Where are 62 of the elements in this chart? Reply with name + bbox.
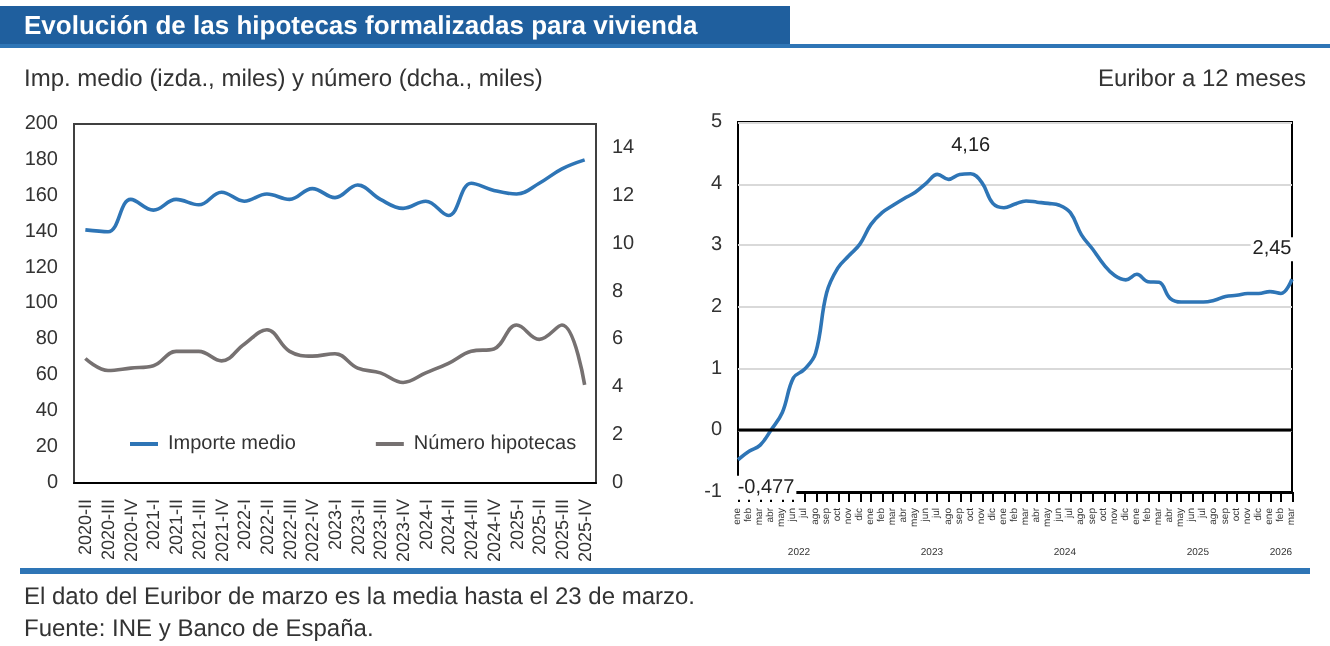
line-series bbox=[736, 172, 1294, 462]
x-tick-label: 2023-II bbox=[347, 498, 368, 556]
x-tick-label: 2021-III bbox=[188, 498, 209, 561]
y-tick-label: 3 bbox=[710, 234, 723, 257]
x-tick-label: 2021-IV bbox=[211, 498, 232, 563]
y2-tick-label: 0 bbox=[612, 471, 624, 494]
x-tick-label: 2020-II bbox=[75, 498, 96, 556]
x-tick-label: 2021-II bbox=[166, 498, 187, 556]
text: El dato del Euribor de marzo es la media hasta el 23 de marzo. bbox=[24, 580, 696, 612]
x-tick-label: 2024-IV bbox=[483, 498, 504, 563]
y2-tick-label: 6 bbox=[612, 328, 624, 351]
y-tick-label: -1 bbox=[704, 481, 723, 503]
x-tick-label: 2022-II bbox=[256, 498, 277, 556]
y2-tick-label: 14 bbox=[612, 136, 636, 159]
chart-title: Evolución de las hipotecas formalizadas para vivienda bbox=[0, 6, 790, 44]
x-tick-label: 2023-III bbox=[370, 498, 391, 561]
x-tick-label: 2022-IV bbox=[302, 498, 323, 563]
chart-subtitle: Imp. medio (izda., miles) y número (dcha., miles) bbox=[24, 64, 543, 92]
legend-label: Número hipotecas bbox=[413, 433, 577, 455]
y2-tick-label: 4 bbox=[612, 376, 624, 399]
x-tick-label: 2024-I bbox=[415, 498, 436, 551]
x-tick-label: 2023-I bbox=[325, 498, 345, 551]
y2-tick-label: 10 bbox=[612, 232, 636, 255]
chart-title: Euribor a 12 meses bbox=[1097, 64, 1306, 92]
x-tick-label: 2020-III bbox=[98, 498, 119, 561]
x-tick-label: 2024-II bbox=[438, 498, 459, 556]
x-tick-label: 2025-I bbox=[506, 498, 527, 551]
x-tick-label: 2025-II bbox=[529, 498, 550, 556]
x-tick-label: 2022-III bbox=[279, 498, 300, 561]
y-tick-label: 180 bbox=[24, 148, 59, 171]
y-tick-label: 60 bbox=[35, 364, 59, 387]
legend-label: Importe medio bbox=[168, 433, 297, 455]
y2-tick-label: 8 bbox=[612, 280, 624, 303]
y-tick-label: 5 bbox=[710, 111, 723, 133]
x-tick-label: 2021-I bbox=[143, 498, 164, 551]
line-series bbox=[83, 323, 587, 387]
y-tick-label: 80 bbox=[35, 328, 59, 351]
data-label: 4,16 bbox=[951, 134, 992, 157]
x-tick-label: 2022-I bbox=[234, 498, 255, 551]
y-tick-label: 2 bbox=[710, 296, 723, 318]
y-tick-label: 100 bbox=[24, 292, 59, 315]
source-note: Fuente: INE y Banco de España. bbox=[24, 612, 376, 644]
x-tick-label: 2024-III bbox=[461, 498, 482, 561]
y-tick-label: 4 bbox=[710, 172, 723, 195]
y-tick-label: 0 bbox=[710, 419, 723, 442]
x-tick-label: 2020-IV bbox=[120, 498, 141, 563]
x-tick-label: 2025-III bbox=[551, 498, 572, 561]
y-tick-label: 200 bbox=[24, 113, 59, 135]
data-label: 2,45 bbox=[1252, 238, 1293, 261]
y-tick-label: 40 bbox=[35, 400, 59, 423]
y-tick-label: 20 bbox=[35, 436, 59, 459]
data-label: -0,477 bbox=[737, 476, 796, 499]
y-tick-label: 160 bbox=[24, 184, 59, 207]
y-tick-label: 140 bbox=[24, 220, 59, 243]
line-series bbox=[83, 158, 587, 234]
y2-tick-label: 12 bbox=[612, 184, 636, 207]
y-tick-label: 120 bbox=[24, 256, 59, 279]
y-tick-label: 0 bbox=[46, 471, 59, 494]
x-tick-label: 2023-IV bbox=[393, 498, 414, 563]
x-tick-label: 2025-IV bbox=[574, 498, 595, 563]
y-tick-label: 1 bbox=[710, 357, 723, 380]
y2-tick-label: 2 bbox=[612, 424, 624, 447]
